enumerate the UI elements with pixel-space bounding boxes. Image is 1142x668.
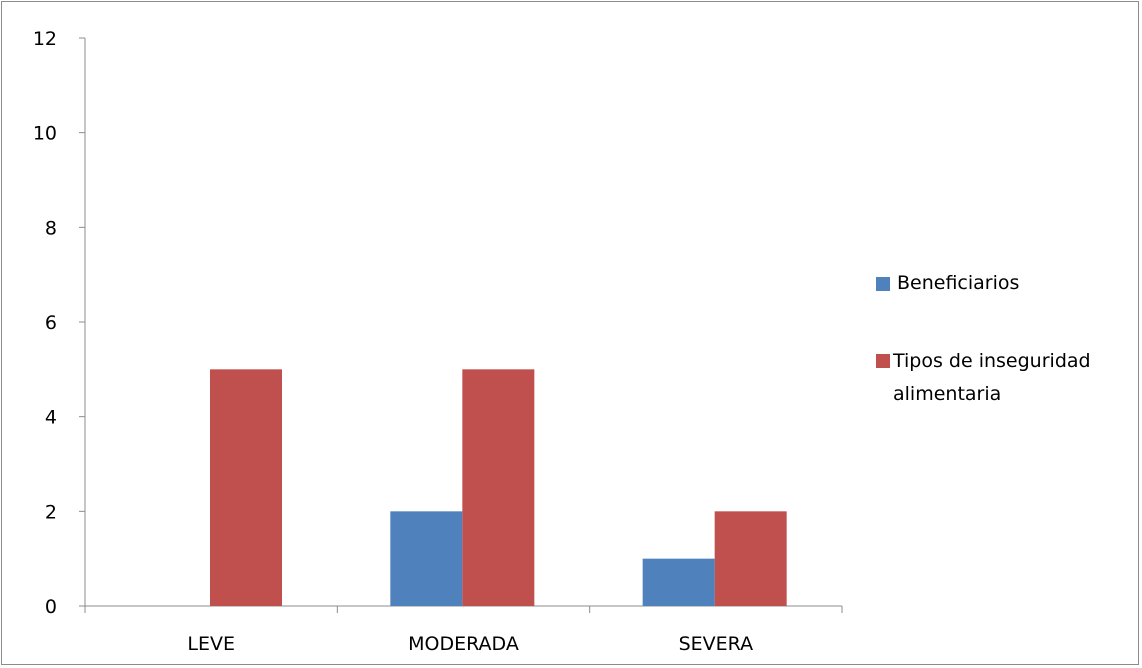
- x-category-label: MODERADA: [408, 633, 519, 655]
- legend-label-tipos-line1: Tipos de inseguridad: [893, 350, 1091, 372]
- legend-swatch-tipos-de-inseguridad: [876, 354, 890, 368]
- bars: [210, 369, 787, 606]
- tick-labels: 0 2 4 6 8 10 12 LEVE MODERADA SEVERA: [33, 28, 753, 655]
- y-tick-label: 6: [45, 312, 57, 334]
- y-tick-label: 10: [33, 123, 57, 145]
- y-tick-label: 4: [45, 407, 57, 429]
- y-tick-label: 0: [45, 596, 57, 618]
- bar-severa-series-0: [642, 558, 715, 606]
- x-category-label: SEVERA: [679, 633, 754, 655]
- bar-moderada-series-0: [390, 511, 463, 606]
- legend-swatch-beneficiarios: [876, 277, 890, 291]
- legend-label-beneficiarios: Beneficiarios: [897, 272, 1020, 294]
- bar-moderada-series-1: [462, 369, 535, 606]
- y-tick-label: 12: [33, 28, 57, 50]
- bar-leve-series-1: [210, 369, 282, 606]
- bar-severa-series-1: [714, 511, 787, 606]
- y-tick-label: 2: [45, 501, 57, 523]
- x-category-label: LEVE: [187, 633, 235, 655]
- y-tick-label: 8: [45, 217, 57, 239]
- legend-label-tipos-line2: alimentaria: [893, 383, 1002, 405]
